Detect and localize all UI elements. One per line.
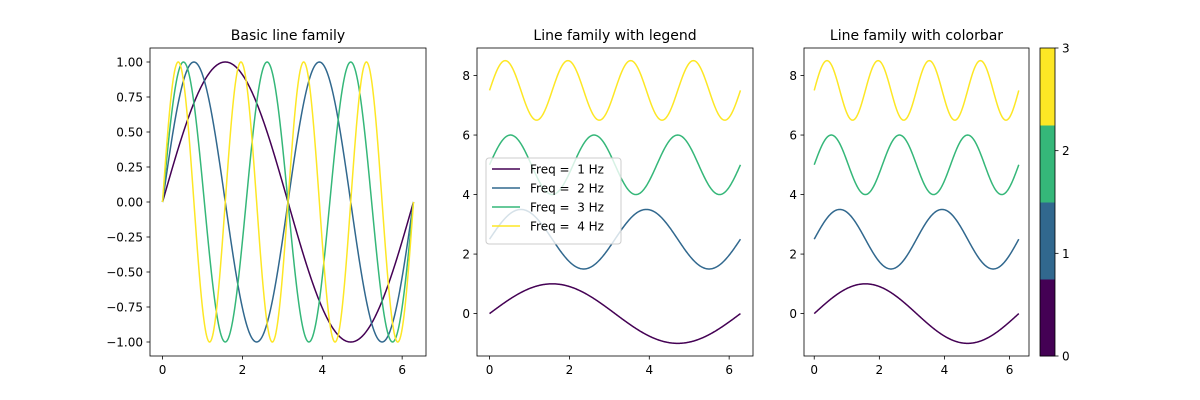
y-tick-label: 4 — [789, 188, 797, 202]
colorbar-tick-label: 2 — [1062, 144, 1070, 158]
x-tick-label: 6 — [1006, 363, 1014, 377]
y-tick-label: 2 — [462, 248, 470, 262]
series-line-4hz — [161, 61, 415, 343]
x-tick-label: 2 — [876, 363, 884, 377]
colorbar-segment — [1040, 125, 1055, 203]
x-tick-label: 0 — [159, 363, 167, 377]
axes-frame — [803, 47, 1030, 357]
x-tick-label: 0 — [486, 363, 494, 377]
colorbar-segment — [1040, 279, 1055, 357]
x-tick-label: 0 — [810, 363, 818, 377]
y-tick-label: 0.50 — [116, 126, 143, 140]
y-tick-label: 8 — [789, 69, 797, 83]
legend-label: Freq = 3 Hz — [530, 201, 604, 215]
colorbar-tick-label: 0 — [1062, 350, 1070, 364]
legend-label: Freq = 2 Hz — [530, 182, 604, 196]
y-tick-label: 0.75 — [116, 91, 143, 105]
x-tick-label: 6 — [398, 363, 406, 377]
series-line-4hz — [488, 59, 742, 121]
chart-title: Basic line family — [231, 28, 345, 44]
y-tick-label: 8 — [462, 69, 470, 83]
series-line-2hz — [813, 208, 1020, 270]
axes-frame — [476, 47, 754, 357]
legend-box — [485, 157, 622, 245]
colorbar-segment — [1040, 48, 1055, 126]
y-tick-label: 0 — [462, 307, 470, 321]
y-tick-label: 1.00 — [116, 56, 143, 70]
x-tick-label: 6 — [725, 363, 733, 377]
y-tick-label: 6 — [789, 129, 797, 143]
y-tick-label: 4 — [462, 188, 470, 202]
colorbar-tick-label: 1 — [1062, 247, 1070, 261]
legend-label: Freq = 1 Hz — [530, 163, 604, 177]
y-tick-label: 0 — [789, 307, 797, 321]
y-tick-label: −0.75 — [106, 301, 143, 315]
x-tick-label: 4 — [318, 363, 326, 377]
y-tick-label: 6 — [462, 129, 470, 143]
subplot-legend: 0 2 4 6 0 2 4 6 8 Line family with legend Freq = 1… — [462, 28, 754, 377]
y-tick-label: 2 — [789, 248, 797, 262]
subplot-colorbar: 0 2 4 6 0 2 4 6 8 Line family with colorbar 0 1 2 3 — [789, 28, 1069, 377]
colorbar-tick-label: 3 — [1062, 42, 1070, 56]
y-tick-label: −0.50 — [106, 266, 143, 280]
subplot-basic: 0 2 4 6 −1.00 −0.75 −0.50 −0.25 0.00 0.25 0.50 0.75… — [106, 28, 427, 377]
colorbar: 0 1 2 3 — [1039, 42, 1070, 364]
x-tick-label: 4 — [645, 363, 653, 377]
x-tick-label: 2 — [239, 363, 247, 377]
x-tick-label: 4 — [941, 363, 949, 377]
y-tick-label: −1.00 — [106, 336, 143, 350]
y-tick-label: 0.00 — [116, 196, 143, 210]
y-tick-label: −0.25 — [106, 231, 143, 245]
chart-title: Line family with colorbar — [830, 28, 1003, 44]
series-line-4hz — [813, 59, 1020, 121]
chart-title: Line family with legend — [533, 28, 696, 44]
colorbar-segment — [1040, 202, 1055, 280]
series-line-1hz — [813, 283, 1020, 345]
series-line-3hz — [813, 134, 1020, 196]
x-tick-label: 2 — [566, 363, 574, 377]
y-tick-label: 0.25 — [116, 161, 143, 175]
colorbar-frame — [1039, 47, 1056, 357]
legend-label: Freq = 4 Hz — [530, 220, 604, 234]
series-line-1hz — [489, 283, 741, 345]
